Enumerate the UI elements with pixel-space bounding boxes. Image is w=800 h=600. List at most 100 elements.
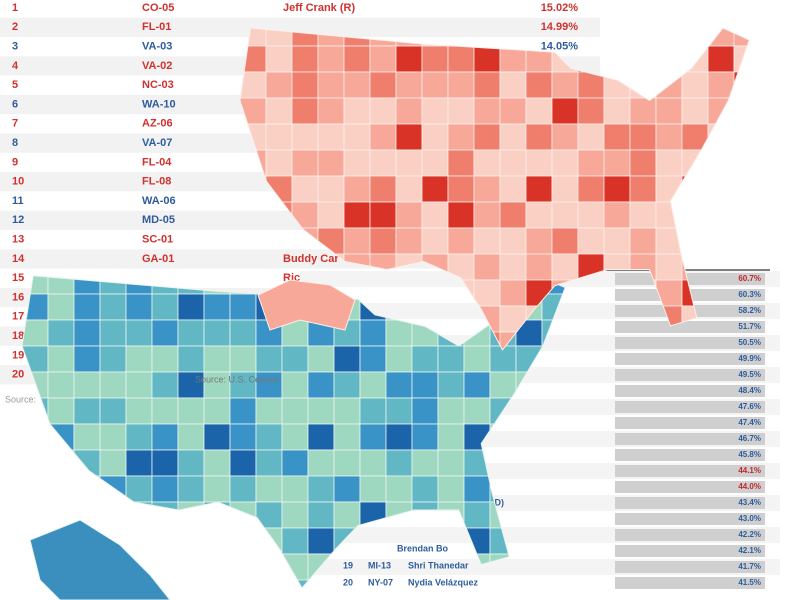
district xyxy=(707,123,735,151)
district xyxy=(229,293,257,321)
district xyxy=(229,527,257,555)
district xyxy=(255,553,283,581)
district xyxy=(307,475,335,503)
rank: 11 xyxy=(12,195,24,207)
district xyxy=(359,475,387,503)
district xyxy=(760,98,786,124)
district xyxy=(681,28,709,47)
district xyxy=(473,123,501,151)
district xyxy=(473,149,501,177)
district xyxy=(499,279,527,307)
district xyxy=(525,71,553,99)
rank: 14 xyxy=(12,253,25,265)
pct: 47.6% xyxy=(738,402,761,411)
row-bg xyxy=(0,17,600,37)
district xyxy=(369,71,397,99)
district xyxy=(177,527,205,555)
district xyxy=(447,175,475,203)
district xyxy=(255,579,283,588)
bar-bg xyxy=(615,385,765,397)
district xyxy=(473,253,501,281)
district xyxy=(317,45,345,73)
district xyxy=(333,423,361,451)
district: MI-13 xyxy=(368,560,391,570)
district xyxy=(760,202,786,228)
district xyxy=(229,579,257,588)
district xyxy=(499,123,527,151)
district xyxy=(203,501,231,529)
district xyxy=(499,201,527,229)
district: NY-07 xyxy=(368,577,393,587)
district xyxy=(151,449,179,477)
bar-bg xyxy=(615,545,765,557)
district xyxy=(707,45,735,73)
pct: 42.2% xyxy=(738,530,761,539)
district xyxy=(203,423,231,451)
rank: 1 xyxy=(12,2,18,14)
district xyxy=(307,527,335,555)
district xyxy=(421,123,449,151)
district xyxy=(473,71,501,99)
district xyxy=(603,149,631,177)
district xyxy=(760,46,786,72)
bar-bg xyxy=(615,449,765,461)
district xyxy=(499,149,527,177)
district xyxy=(47,293,75,321)
district xyxy=(177,293,205,321)
district xyxy=(499,227,527,255)
district xyxy=(203,345,231,373)
district xyxy=(307,423,335,451)
district xyxy=(551,175,579,203)
district xyxy=(395,45,423,73)
district xyxy=(385,475,413,503)
district xyxy=(655,253,683,281)
district xyxy=(385,345,413,373)
district xyxy=(125,501,153,529)
district xyxy=(681,45,709,73)
district xyxy=(473,175,501,203)
district xyxy=(255,527,283,555)
district xyxy=(499,97,527,125)
district xyxy=(255,397,283,425)
district xyxy=(551,97,579,125)
district: VA-07 xyxy=(142,137,172,149)
source: Source: xyxy=(5,394,36,404)
district xyxy=(421,201,449,229)
district xyxy=(525,253,553,281)
district xyxy=(681,149,709,177)
district xyxy=(733,123,750,151)
district xyxy=(655,123,683,151)
district xyxy=(177,319,205,347)
district xyxy=(125,423,153,451)
district xyxy=(385,319,413,347)
pct: 45.8% xyxy=(738,450,761,459)
bar-bg xyxy=(615,497,765,509)
district xyxy=(47,371,75,399)
rank: 18 xyxy=(12,330,24,342)
district xyxy=(203,293,231,321)
district xyxy=(317,97,345,125)
bar-bg xyxy=(615,465,765,477)
district xyxy=(385,449,413,477)
rank: 17 xyxy=(12,311,24,323)
district xyxy=(229,475,257,503)
district xyxy=(99,501,127,529)
name: Brendan Bo xyxy=(397,543,449,553)
district xyxy=(151,423,179,451)
pct: 60.7% xyxy=(738,274,761,283)
district xyxy=(343,97,371,125)
district xyxy=(681,175,709,203)
district xyxy=(125,397,153,425)
district xyxy=(151,319,179,347)
district xyxy=(177,475,205,503)
district xyxy=(151,293,179,321)
district xyxy=(22,475,49,503)
district xyxy=(421,45,449,73)
district xyxy=(385,397,413,425)
district xyxy=(99,293,127,321)
district xyxy=(255,475,283,503)
district xyxy=(291,175,319,203)
bar-bg xyxy=(615,401,765,413)
district xyxy=(707,97,735,125)
